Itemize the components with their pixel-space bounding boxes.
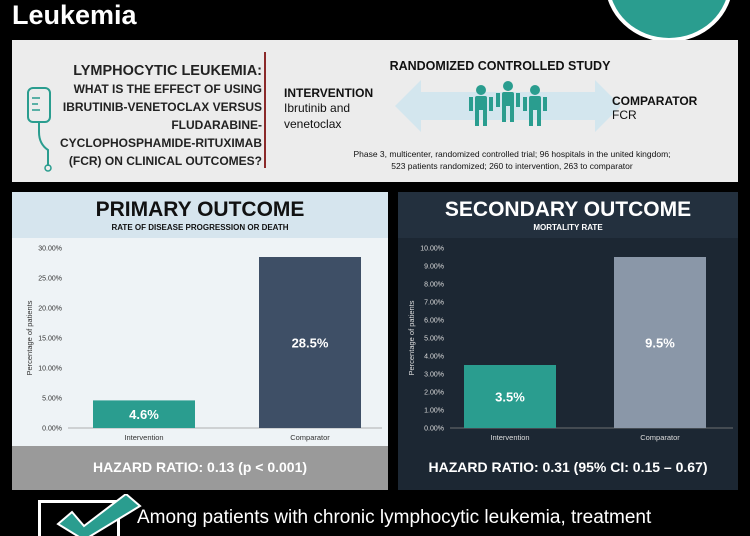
study-desc-line-2: 523 patients randomized; 260 to interven… [391,161,633,171]
intervention-line-2: venetoclax [284,117,342,131]
y-tick-label: 8.00% [424,282,444,289]
question-title: LYMPHOCYTIC LEUKEMIA: [73,63,262,79]
secondary-outcome-panel: SECONDARY OUTCOME MORTALITY RATE 0.00% 1.… [398,192,738,490]
x-category-label: Intervention [124,433,163,442]
checkmark-icon [56,494,142,536]
primary-subtitle: RATE OF DISEASE PROGRESSION OR DEATH [111,223,289,232]
comparator-label: COMPARATOR [612,94,698,108]
y-axis-title: Percentage of patients [25,300,34,375]
primary-chart: 0.00% 5.00% 10.00% 15.00% 20.00% 25.00% 30.00%… [25,246,382,442]
secondary-title: SECONDARY OUTCOME [444,198,692,221]
primary-outcome-panel: PRIMARY OUTCOME RATE OF DISEASE PROGRESS… [12,192,388,490]
clinical-question: LYMPHOCYTIC LEUKEMIA: WHAT IS THE EFFECT… [52,62,262,170]
primary-chart-area: 0.00% 5.00% 10.00% 15.00% 20.00% 25.00% 30.00%… [12,238,388,446]
bar-comparator [614,257,706,428]
x-category-label: Intervention [490,433,529,442]
bar-comparator [259,257,361,428]
primary-hazard-band: HAZARD RATIO: 0.13 (p < 0.001) [12,446,388,490]
x-category-label: Comparator [640,433,680,442]
journal-logo [605,0,733,42]
bar-value-label: 28.5% [292,336,329,351]
secondary-title-band: SECONDARY OUTCOME MORTALITY RATE [398,192,738,238]
y-tick-label: 10.00% [38,366,62,373]
comparator-block: COMPARATOR FCR [612,94,722,122]
y-tick-label: 9.00% [424,264,444,271]
question-line-3: FLUDARABINE- [171,118,262,132]
bar-value-label: 9.5% [645,336,675,351]
bar-intervention [93,400,195,428]
primary-hazard-ratio: HAZARD RATIO: 0.13 (p < 0.001) [92,459,308,475]
people-icon [469,81,547,126]
question-line-2: IBRUTINIB-VENETOCLAX VERSUS [62,100,262,114]
double-arrow-icon [395,80,621,132]
intervention-label: INTERVENTION [284,86,374,100]
conclusion-text: Among patients with chronic lymphocytic … [137,507,652,528]
conclusion-bar: Among patients with chronic lymphocytic … [0,494,750,536]
question-line-4: CYCLOPHOSPHAMIDE-RITUXIMAB [59,136,262,150]
y-tick-label: 1.00% [424,408,444,415]
question-panel: LYMPHOCYTIC LEUKEMIA: WHAT IS THE EFFECT… [12,40,738,182]
y-tick-label: 7.00% [424,300,444,307]
y-tick-label: 6.00% [424,318,444,325]
x-category-label: Comparator [290,433,330,442]
secondary-hazard-ratio: HAZARD RATIO: 0.31 (95% CI: 0.15 – 0.67) [428,459,708,475]
y-tick-label: 0.00% [42,426,62,433]
primary-title: PRIMARY OUTCOME [95,198,305,221]
bar-value-label: 3.5% [495,390,525,405]
iv-bag-icon [27,87,52,172]
intervention-line-1: Ibrutinib and [284,101,351,115]
secondary-chart-area: 0.00% 1.00% 2.00% 3.00% 4.00% 5.00% 6.00% 7.00%… [398,238,738,446]
question-line-5: (FCR) ON CLINICAL OUTCOMES? [68,154,262,168]
page-title: Leukemia [12,0,137,30]
question-divider [264,52,266,168]
primary-title-band: PRIMARY OUTCOME RATE OF DISEASE PROGRESS… [12,192,388,238]
y-tick-label: 5.00% [42,396,62,403]
comparator-value: FCR [612,108,637,122]
y-tick-label: 4.00% [424,354,444,361]
study-description: Phase 3, multicenter, randomized control… [302,148,722,172]
bar-value-label: 4.6% [129,407,159,422]
bar-intervention [464,365,556,428]
y-axis-title: Percentage of patients [407,300,416,375]
y-tick-label: 10.00% [420,246,444,253]
secondary-chart: 0.00% 1.00% 2.00% 3.00% 4.00% 5.00% 6.00% 7.00%… [407,246,733,442]
question-line-1: WHAT IS THE EFFECT OF USING [73,82,262,96]
y-tick-label: 20.00% [38,306,62,313]
study-title: RANDOMIZED CONTROLLED STUDY [389,59,611,73]
y-tick-label: 3.00% [424,372,444,379]
y-tick-label: 15.00% [38,336,62,343]
y-tick-label: 0.00% [424,426,444,433]
y-tick-label: 2.00% [424,390,444,397]
header-bar: Leukemia [0,0,750,42]
study-desc-line-1: Phase 3, multicenter, randomized control… [353,149,671,159]
secondary-hazard-band: HAZARD RATIO: 0.31 (95% CI: 0.15 – 0.67) [398,446,738,490]
y-tick-label: 25.00% [38,276,62,283]
y-tick-label: 30.00% [38,246,62,253]
intervention-block: INTERVENTION Ibrutinib and venetoclax [284,86,404,132]
y-tick-label: 5.00% [424,336,444,343]
secondary-subtitle: MORTALITY RATE [533,223,603,232]
